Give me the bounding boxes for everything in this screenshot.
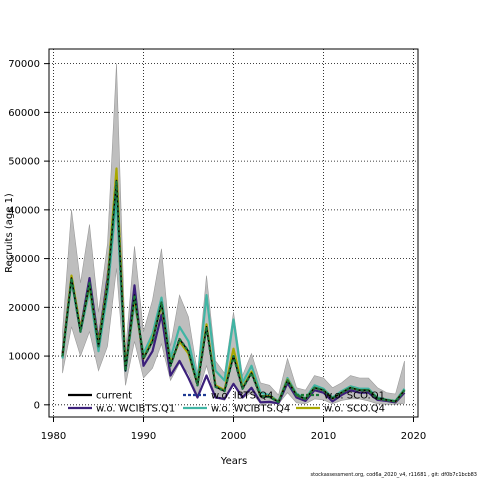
x-tick-label: 1980 [41,431,66,442]
legend-label: w.o. SCO.Q4 [324,404,385,415]
series-line-w-o-sco-q1 [61,179,406,403]
legend-label: current [96,391,132,402]
confidence-band [62,63,405,405]
y-tick-label: 50000 [8,157,40,168]
legend-label: w.o. WCIBTS.Q4 [211,404,290,415]
x-axis-title: Years [220,456,247,467]
confidence-band-area [62,63,405,405]
y-tick-label: 40000 [8,205,40,216]
legend-label: w.o. WCIBTS.Q1 [96,404,175,415]
y-tick-label: 70000 [8,59,40,70]
legend-label: w.o. SCO.Q1 [324,391,385,402]
axes: 1980 1990 2000 2010 2020 0 10000 20000 30000 4000… [8,59,426,442]
series-lines [61,167,406,405]
y-tick-label: 30000 [8,254,40,265]
x-tick-label: 2000 [221,431,246,442]
x-tick-label: 2020 [401,431,426,442]
y-tick-label: 20000 [8,303,40,314]
y-tick-label: 0 [34,400,40,411]
x-tick-label: 2010 [311,431,336,442]
legend-label: w.o. IBTS.Q4 [211,391,273,402]
y-axis-title: Recruits (age 1) [4,193,15,273]
y-tick-label: 10000 [8,352,40,363]
x-tick-label: 1990 [131,431,156,442]
legend: current w.o. IBTS.Q4 w.o. SCO.Q1 w.o. WCIBT… [68,391,385,415]
footer-credit: stockassessment.org, cod6a_2020_v4, r116… [310,472,477,478]
y-tick-label: 60000 [8,108,40,119]
